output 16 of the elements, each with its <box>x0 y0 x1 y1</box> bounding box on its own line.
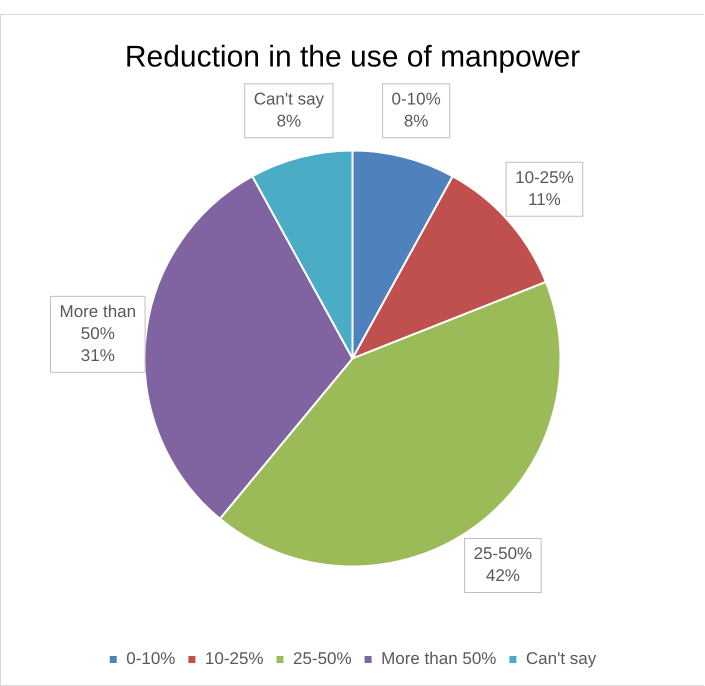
chart-title: Reduction in the use of manpower <box>124 40 580 74</box>
data-label: 8% <box>404 111 428 130</box>
legend-label: More than 50% <box>381 649 496 668</box>
legend-label: 0-10% <box>126 649 176 668</box>
legend-label: 25-50% <box>293 649 352 668</box>
data-label: 11% <box>528 190 561 209</box>
slice-label: 10-25% <box>515 168 574 187</box>
legend-label: 10-25% <box>204 649 264 668</box>
data-label: 42% <box>486 566 520 586</box>
slice-label: 25-50% <box>474 544 532 564</box>
data-label: 31% <box>80 346 115 366</box>
data-label: 8% <box>276 111 302 130</box>
legend-label: Can't say <box>526 649 597 668</box>
slice-label: 0-10% <box>392 89 441 108</box>
slice-label: Can't say <box>254 89 325 108</box>
slice-label: More than 50% <box>60 302 136 344</box>
